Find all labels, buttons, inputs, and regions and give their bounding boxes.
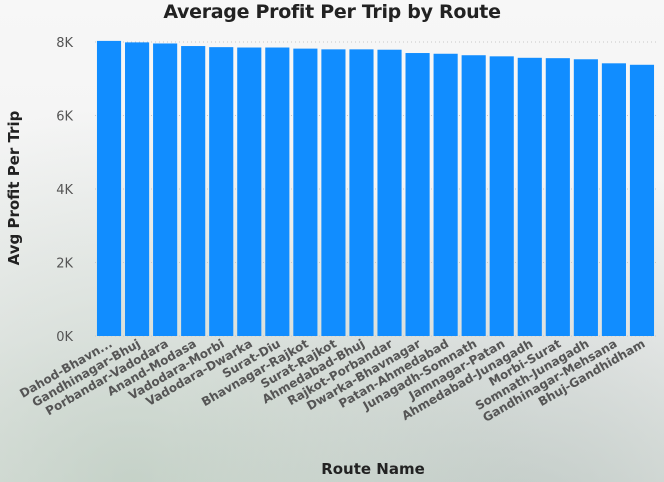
bar[interactable] xyxy=(209,47,234,337)
bar[interactable] xyxy=(293,48,318,337)
bar[interactable] xyxy=(125,42,150,337)
bar[interactable] xyxy=(321,49,346,336)
bars xyxy=(96,40,655,337)
y-tick-label: 4K xyxy=(56,183,73,198)
bar[interactable] xyxy=(349,49,374,336)
bar[interactable] xyxy=(601,63,626,336)
bar[interactable] xyxy=(629,64,655,336)
y-axis-ticks: 0K 2K 4K 6K 8K xyxy=(56,36,73,345)
bar[interactable] xyxy=(489,56,514,337)
bar[interactable] xyxy=(153,43,178,336)
bar[interactable] xyxy=(181,46,206,336)
bar[interactable] xyxy=(433,53,458,336)
y-axis-title: Avg Profit Per Trip xyxy=(5,110,23,265)
bar[interactable] xyxy=(545,58,570,337)
x-axis-categories: Dahod-Bhavn...Gandhinagar-BhujPorbandar-… xyxy=(17,336,647,424)
bar[interactable] xyxy=(377,49,402,336)
y-tick-label: 2K xyxy=(56,257,73,272)
bar[interactable] xyxy=(405,53,430,337)
y-tick-label: 0K xyxy=(56,330,73,345)
bar[interactable] xyxy=(517,57,542,337)
bar[interactable] xyxy=(96,40,122,337)
bar[interactable] xyxy=(573,59,598,337)
bar[interactable] xyxy=(265,47,290,336)
x-axis-title: Route Name xyxy=(321,460,425,478)
bar[interactable] xyxy=(237,47,262,336)
y-tick-label: 6K xyxy=(56,110,73,125)
bar[interactable] xyxy=(461,55,486,336)
gridlines xyxy=(95,41,656,337)
y-tick-label: 8K xyxy=(56,36,73,51)
chart-title: Average Profit Per Trip by Route xyxy=(163,1,501,23)
